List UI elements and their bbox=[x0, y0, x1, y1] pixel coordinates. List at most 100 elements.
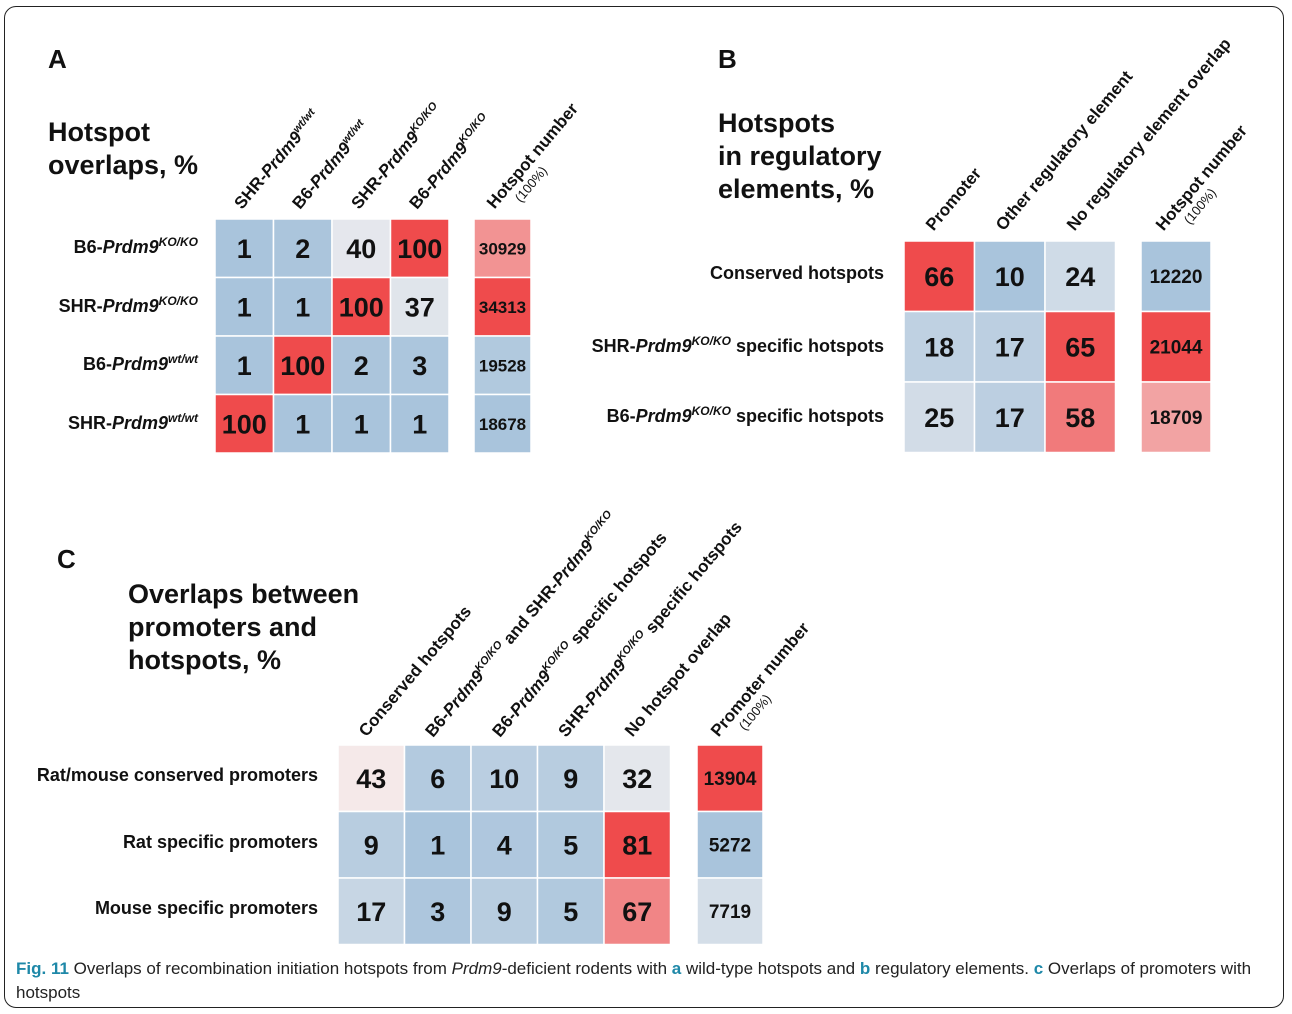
cell-value-label: 100 bbox=[222, 409, 267, 439]
heatmap-cell bbox=[1044, 310, 1117, 383]
panel-a-title-line: overlaps, % bbox=[48, 150, 199, 180]
panel-c-title-line: promoters and bbox=[128, 612, 318, 642]
heatmap-cell bbox=[536, 877, 605, 946]
cell-value-label: 66 bbox=[924, 262, 954, 292]
count-value-label: 21044 bbox=[1150, 338, 1203, 359]
cell-value-label: 2 bbox=[354, 351, 369, 381]
cell-value-label: 43 bbox=[356, 764, 386, 794]
panel-c-title-line: hotspots, % bbox=[128, 645, 281, 675]
heatmap-cell bbox=[470, 810, 539, 879]
heatmap-cell bbox=[214, 393, 275, 454]
panel-b-title-line: elements, % bbox=[718, 174, 875, 204]
caption-fig-number: Fig. 11 bbox=[16, 959, 69, 978]
panel-b-title-line: in regulatory bbox=[718, 141, 882, 171]
count-value-label: 12220 bbox=[1150, 267, 1203, 288]
panel-b-title-line: Hotspots bbox=[718, 108, 835, 138]
heatmap-cell bbox=[603, 877, 672, 946]
heatmap-cell bbox=[603, 744, 672, 813]
cell-value-label: 17 bbox=[995, 332, 1025, 362]
cell-value-label: 5 bbox=[563, 830, 578, 860]
heatmap-cell bbox=[1044, 381, 1117, 454]
cell-value-label: 1 bbox=[237, 351, 252, 381]
row-label: Rat/mouse conserved promoters bbox=[36, 765, 318, 786]
count-cell bbox=[473, 218, 532, 279]
cell-value-label: 2 bbox=[295, 234, 310, 264]
panel-c-label: C bbox=[57, 544, 76, 574]
heatmap-cell bbox=[331, 218, 392, 279]
cell-value-label: 40 bbox=[346, 234, 376, 264]
count-cell bbox=[696, 810, 764, 879]
cell-value-label: 100 bbox=[397, 234, 442, 264]
cell-value-label: 9 bbox=[497, 897, 512, 927]
count-value-label: 19528 bbox=[479, 356, 526, 375]
cell-value-label: 100 bbox=[280, 351, 325, 381]
cell-value-label: 6 bbox=[430, 764, 445, 794]
row-label: Conserved hotspots bbox=[709, 263, 884, 284]
row-label: SHR-Prdm9wt/wt bbox=[67, 410, 198, 433]
heatmap-cell bbox=[389, 393, 450, 454]
cell-value-label: 18 bbox=[924, 332, 954, 362]
cell-value-label: 32 bbox=[622, 764, 652, 794]
caption-ref-b: b bbox=[859, 959, 871, 978]
count-value-label: 7719 bbox=[709, 902, 751, 923]
caption-text: -deficient rodents with bbox=[501, 959, 672, 978]
caption-text: Overlaps of promoters with hotspots bbox=[16, 959, 1252, 1002]
cell-value-label: 17 bbox=[356, 897, 386, 927]
heatmap-cell bbox=[973, 240, 1046, 313]
cell-value-label: 1 bbox=[412, 409, 427, 439]
cell-value-label: 5 bbox=[563, 897, 578, 927]
count-value-label: 18678 bbox=[479, 415, 526, 434]
heatmap-cell bbox=[272, 335, 333, 396]
panel-c-title: Overlaps between promoters and hotspots,… bbox=[128, 578, 359, 677]
cell-value-label: 4 bbox=[497, 830, 512, 860]
count-value-label: 13904 bbox=[704, 769, 757, 790]
cell-value-label: 81 bbox=[622, 830, 652, 860]
panel-a-title-line: Hotspot bbox=[48, 117, 150, 147]
cell-value-label: 58 bbox=[1065, 403, 1095, 433]
heatmap-cell bbox=[389, 335, 450, 396]
heatmap-cell bbox=[337, 877, 406, 946]
heatmap-cell bbox=[603, 810, 672, 879]
row-label: Rat specific promoters bbox=[122, 831, 318, 852]
cell-value-label: 1 bbox=[430, 830, 445, 860]
cell-value-label: 65 bbox=[1065, 332, 1095, 362]
heatmap-cell bbox=[403, 810, 472, 879]
cell-value-label: 1 bbox=[295, 409, 310, 439]
row-label: SHR-Prdm9KO/KO bbox=[58, 293, 198, 316]
cell-value-label: 10 bbox=[995, 262, 1025, 292]
caption-ref-c: c bbox=[1033, 959, 1044, 978]
count-cell bbox=[473, 276, 532, 337]
panel-b-title: Hotspots in regulatory elements, % bbox=[718, 107, 882, 206]
row-label: B6-Prdm9KO/KO specific hotspots bbox=[606, 404, 884, 427]
count-cell bbox=[1140, 240, 1212, 313]
cell-value-label: 17 bbox=[995, 403, 1025, 433]
cell-value-label: 1 bbox=[295, 292, 310, 322]
caption-ref-a: a bbox=[671, 959, 682, 978]
row-label: B6-Prdm9KO/KO bbox=[73, 235, 198, 258]
panel-a-label: A bbox=[48, 44, 67, 74]
cell-value-label: 9 bbox=[563, 764, 578, 794]
heatmap-cell bbox=[470, 744, 539, 813]
heatmap-cell bbox=[389, 276, 450, 337]
count-cell bbox=[473, 393, 532, 454]
cell-value-label: 9 bbox=[364, 830, 379, 860]
row-label: Mouse specific promoters bbox=[94, 898, 318, 919]
heatmap-cell bbox=[272, 218, 333, 279]
cell-value-label: 1 bbox=[237, 292, 252, 322]
cell-value-label: 67 bbox=[622, 897, 652, 927]
heatmap-cell bbox=[403, 877, 472, 946]
cell-value-label: 37 bbox=[405, 292, 435, 322]
panel-c-title-line: Overlaps between bbox=[128, 579, 360, 609]
cell-value-label: 10 bbox=[489, 764, 519, 794]
count-value-label: 5272 bbox=[709, 836, 751, 857]
count-cell bbox=[1140, 381, 1212, 454]
row-label: SHR-Prdm9KO/KO specific hotspots bbox=[591, 333, 884, 356]
caption-text: regulatory elements. bbox=[870, 959, 1034, 978]
cell-value-label: 100 bbox=[339, 292, 384, 322]
count-value-label: 34313 bbox=[479, 298, 526, 317]
panel-b-label: B bbox=[718, 44, 737, 74]
cell-value-label: 1 bbox=[354, 409, 369, 439]
heatmap-cell bbox=[1044, 240, 1117, 313]
heatmap-cell bbox=[272, 393, 333, 454]
